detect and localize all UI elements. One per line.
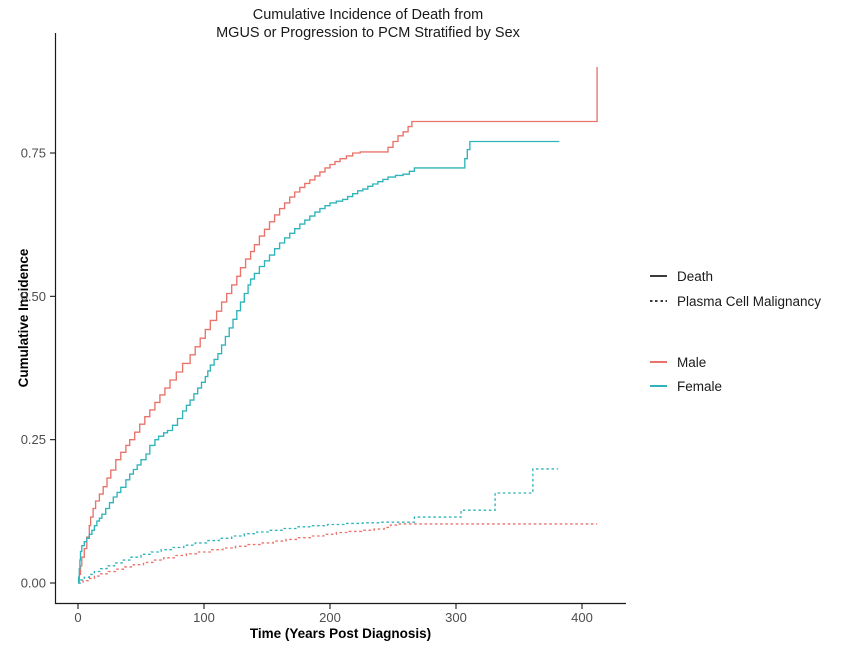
dotted-line-swatch-icon	[650, 300, 667, 302]
y-tick-label: 0.25	[21, 432, 46, 447]
series-male-death-line	[78, 67, 598, 584]
chart-title-line-2: MGUS or Progression to PCM Stratified by…	[216, 24, 520, 41]
x-tick-label: 200	[319, 610, 341, 625]
x-tick-label: 300	[445, 610, 467, 625]
y-tick-label: 0.50	[21, 289, 46, 304]
legend-item-female: Female	[650, 377, 722, 395]
legend-item-plasma-cell-malignancy: Plasma Cell Malignancy	[650, 292, 821, 310]
male-color-swatch-icon	[650, 361, 667, 363]
x-tick-label: 100	[193, 610, 215, 625]
legend-label-male: Male	[677, 354, 707, 370]
series-female-pcm-line	[78, 468, 559, 584]
chart-title: Cumulative Incidence of Death from MGUS …	[100, 7, 636, 42]
series-male-pcm-line	[78, 523, 598, 584]
y-tick-label: 0.75	[21, 146, 46, 161]
solid-line-swatch-icon	[650, 275, 667, 277]
legend-label-female: Female	[677, 378, 723, 394]
series-female-death-line	[77, 140, 560, 584]
y-tick-label: 0.00	[21, 576, 46, 591]
legend-item-male: Male	[650, 353, 706, 371]
legend-item-death: Death	[650, 267, 713, 285]
x-axis-title: Time (Years Post Diagnosis)	[249, 626, 432, 641]
x-tick-label: 400	[571, 610, 593, 625]
x-tick-label: 0	[74, 610, 81, 625]
female-color-swatch-icon	[650, 385, 667, 387]
legend-label-plasma-cell-malignancy: Plasma Cell Malignancy	[677, 293, 822, 309]
chart-title-line-1: Cumulative Incidence of Death from	[252, 7, 484, 23]
legend-label-death: Death	[677, 268, 714, 284]
